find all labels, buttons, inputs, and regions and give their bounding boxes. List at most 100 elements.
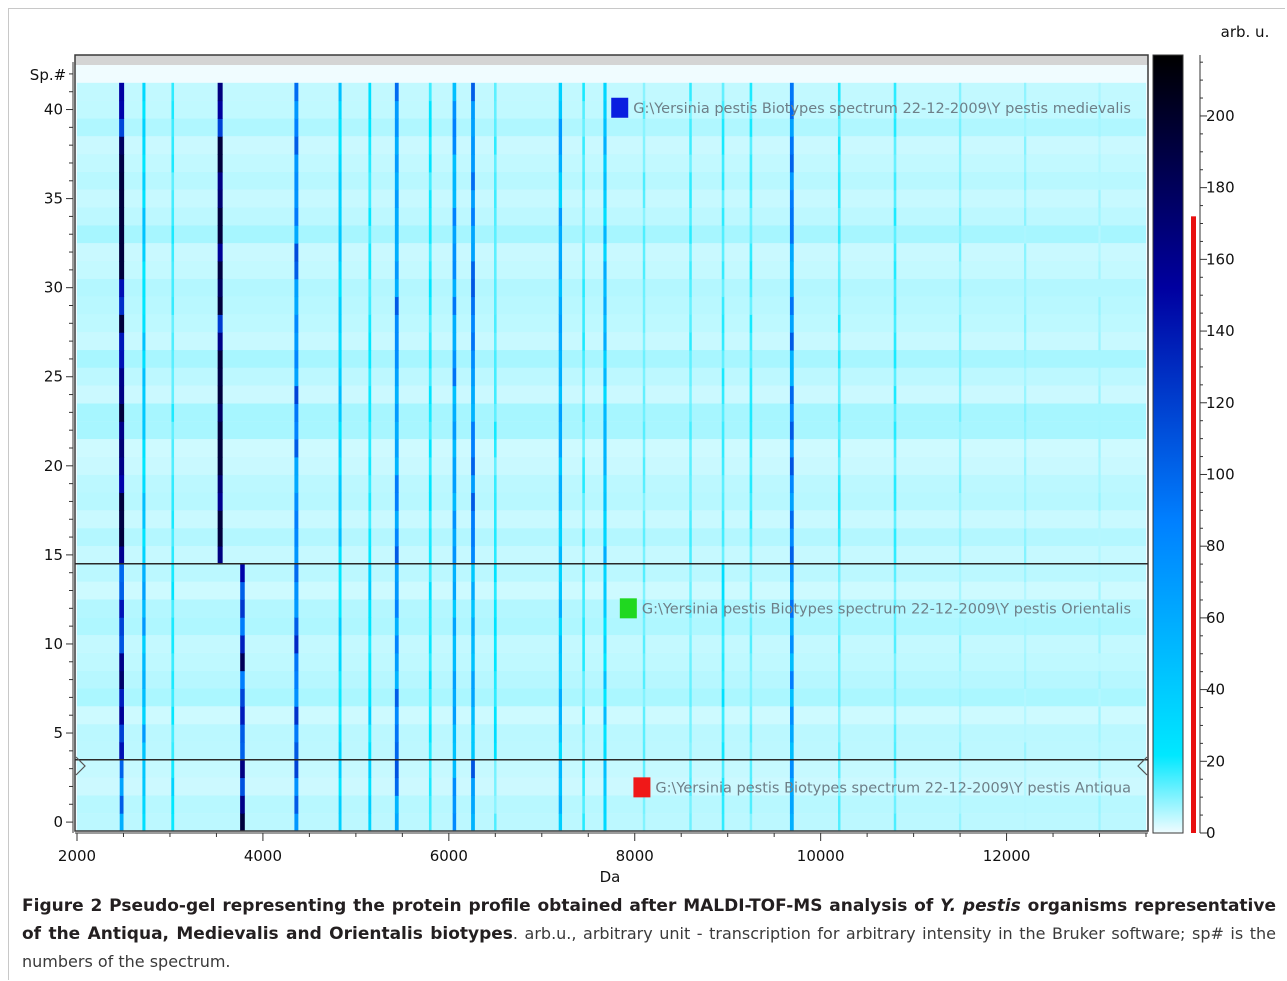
- peak-band: [428, 545, 432, 565]
- peak-band: [428, 367, 432, 387]
- peak-band: [142, 154, 146, 173]
- peak-band: [494, 100, 497, 119]
- peak-band: [452, 350, 457, 369]
- peak-band: [338, 260, 342, 280]
- peak-band: [893, 189, 897, 209]
- peak-band: [721, 118, 725, 137]
- peak-band: [603, 813, 607, 832]
- peak-band: [428, 777, 432, 796]
- peak-band: [1098, 350, 1101, 369]
- peak-band: [368, 171, 372, 191]
- peak-band: [689, 581, 692, 600]
- peak-band: [838, 813, 841, 832]
- peak-band: [217, 260, 223, 280]
- peak-band: [119, 385, 125, 404]
- peak-band: [749, 545, 753, 565]
- peak-band: [558, 599, 562, 618]
- peak-band: [471, 403, 475, 422]
- peak-band: [893, 741, 897, 761]
- peak-band: [394, 154, 399, 173]
- peak-band: [171, 706, 175, 725]
- peak-band: [471, 100, 475, 119]
- peak-band: [338, 777, 342, 796]
- peak-band: [217, 350, 223, 369]
- peak-band: [217, 456, 223, 476]
- peak-band: [582, 189, 585, 209]
- peak-band: [119, 759, 124, 779]
- peak-band: [471, 635, 475, 654]
- peak-band: [603, 171, 607, 191]
- peak-band: [689, 314, 692, 333]
- peak-band: [142, 278, 146, 298]
- peak-band: [142, 741, 146, 761]
- peak-band: [642, 599, 646, 618]
- peak-band: [494, 243, 497, 262]
- peak-band: [958, 492, 962, 511]
- peak-band: [893, 795, 897, 814]
- peak-band: [749, 314, 753, 333]
- peak-band: [642, 492, 646, 511]
- peak-band: [603, 724, 607, 743]
- peak-band: [452, 741, 457, 761]
- peak-band: [142, 118, 146, 137]
- peak-band: [142, 189, 146, 209]
- peak-band: [471, 759, 475, 779]
- spectrum-row: [77, 118, 1146, 137]
- peak-band: [789, 260, 794, 280]
- peak-band: [119, 813, 124, 832]
- peak-band: [603, 296, 607, 315]
- peak-band: [171, 171, 175, 191]
- peak-band: [558, 314, 563, 333]
- peak-band: [837, 171, 841, 191]
- spectrum-row: [77, 225, 1146, 244]
- spectrum-row: [77, 688, 1146, 707]
- peak-band: [558, 136, 563, 155]
- peak-band: [217, 243, 223, 262]
- peak-band: [582, 456, 585, 476]
- peak-band: [119, 207, 125, 226]
- peak-band: [240, 795, 245, 814]
- peak-band: [240, 688, 245, 707]
- peak-band: [558, 439, 563, 458]
- peak-band: [119, 421, 125, 440]
- peak-band: [217, 367, 223, 387]
- peak-band: [749, 795, 753, 814]
- peak-band: [494, 154, 497, 173]
- peak-band: [721, 474, 725, 494]
- peak-band: [294, 225, 299, 244]
- peak-band: [642, 403, 646, 422]
- peak-band: [749, 492, 753, 511]
- peak-band: [452, 225, 457, 244]
- peak-band: [471, 82, 475, 102]
- peak-band: [119, 403, 125, 422]
- peak-band: [119, 777, 124, 796]
- peak-band: [838, 688, 841, 707]
- peak-band: [368, 100, 372, 119]
- peak-band: [721, 759, 725, 779]
- peak-band: [558, 652, 562, 672]
- peak-band: [603, 207, 607, 226]
- peak-band: [494, 260, 497, 280]
- peak-band: [958, 403, 962, 422]
- peak-band: [558, 225, 563, 244]
- peak-band: [749, 599, 753, 618]
- peak-band: [642, 741, 646, 761]
- peak-band: [749, 296, 753, 315]
- peak-band: [494, 813, 497, 832]
- peak-band: [958, 510, 962, 529]
- peak-band: [603, 759, 607, 779]
- peak-band: [837, 350, 841, 369]
- peak-band: [838, 741, 841, 761]
- peak-band: [338, 296, 342, 315]
- peak-band: [603, 510, 607, 529]
- peak-band: [642, 724, 646, 743]
- peak-band: [1098, 492, 1101, 511]
- peak-band: [217, 510, 223, 529]
- peak-band: [171, 260, 175, 280]
- peak-band: [494, 759, 497, 779]
- peak-band: [958, 581, 962, 600]
- peak-band: [171, 545, 175, 565]
- peak-band: [428, 314, 432, 333]
- peak-band: [452, 759, 457, 779]
- peak-band: [1024, 243, 1027, 262]
